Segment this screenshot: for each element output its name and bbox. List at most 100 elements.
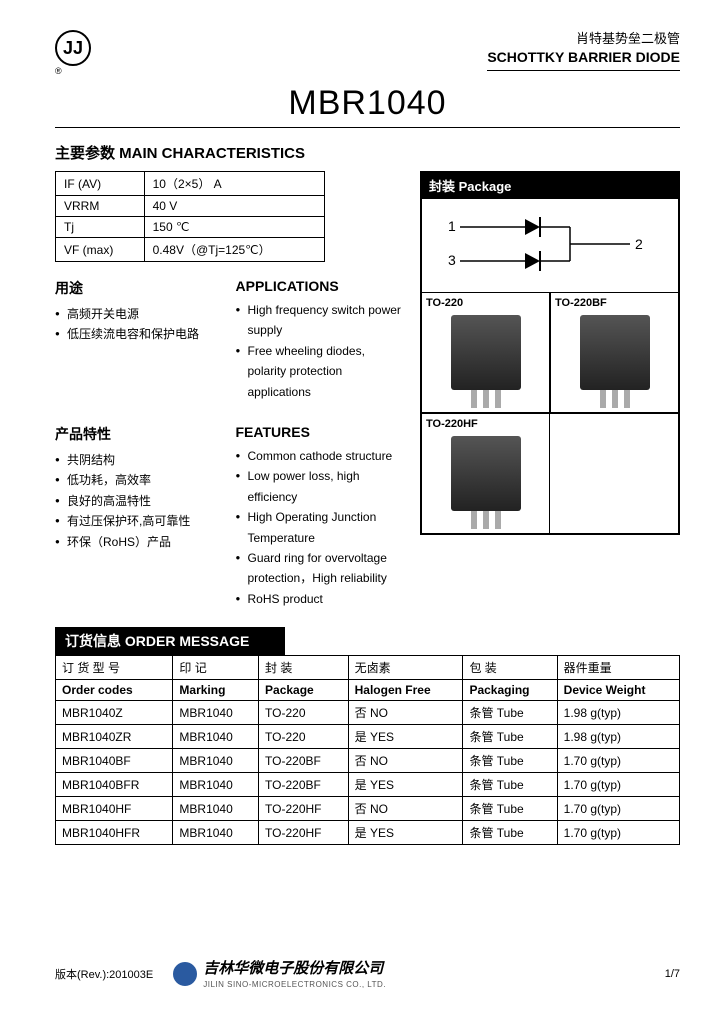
applications-en-title: APPLICATIONS: [236, 278, 403, 294]
table-cell: 1.70 g(typ): [557, 797, 679, 821]
order-header-cell: 印 记: [173, 656, 259, 680]
features-zh-title: 产品特性: [55, 424, 222, 444]
divider: [55, 127, 680, 128]
table-cell: MBR1040Z: [56, 701, 173, 725]
page-header: JJ ® 肖特基势垒二极管 SCHOTTKY BARRIER DIODE: [55, 30, 680, 76]
table-cell: TO-220HF: [259, 797, 349, 821]
list-item: 共阴结构: [55, 450, 222, 470]
table-cell: MBR1040ZR: [56, 725, 173, 749]
table-cell: 是 YES: [348, 725, 463, 749]
char-value: 150 ℃: [144, 217, 324, 238]
list-item: Free wheeling diodes, polarity protectio…: [236, 341, 403, 402]
table-cell: 否 NO: [348, 749, 463, 773]
table-cell: TO-220HF: [259, 821, 349, 845]
order-header-cell: 无卤素: [348, 656, 463, 680]
package-box: 封装 Package 1 2 3: [420, 171, 680, 535]
table-cell: MBR1040: [173, 821, 259, 845]
company-name-en: JILIN SINO-MICROELECTRONICS CO., LTD.: [203, 980, 386, 989]
order-header-cell: Marking: [173, 680, 259, 701]
table-cell: MBR1040HFR: [56, 821, 173, 845]
table-row: MBR1040HFRMBR1040TO-220HF是 YES条管 Tube1.7…: [56, 821, 680, 845]
table-cell: 条管 Tube: [463, 701, 557, 725]
package-type-label: TO-220HF: [426, 418, 545, 430]
list-item: 低功耗，高效率: [55, 470, 222, 490]
features-en-title: FEATURES: [236, 424, 403, 440]
table-cell: 否 NO: [348, 701, 463, 725]
char-value: 10（2×5） A: [144, 172, 324, 196]
component-image-icon: [451, 436, 521, 511]
table-cell: TO-220BF: [259, 773, 349, 797]
list-item: 有过压保护环,高可靠性: [55, 511, 222, 531]
table-cell: 1.98 g(typ): [557, 725, 679, 749]
table-row: MBR1040ZMBR1040TO-220否 NO条管 Tube1.98 g(t…: [56, 701, 680, 725]
list-item: High Operating Junction Temperature: [236, 507, 403, 548]
applications-en-list: High frequency switch power supply Free …: [236, 300, 403, 402]
list-item: RoHS product: [236, 589, 403, 609]
table-row: MBR1040BFRMBR1040TO-220BF是 YES条管 Tube1.7…: [56, 773, 680, 797]
table-cell: 否 NO: [348, 797, 463, 821]
table-row: MBR1040HFMBR1040TO-220HF否 NO条管 Tube1.70 …: [56, 797, 680, 821]
table-cell: MBR1040: [173, 773, 259, 797]
order-table: 订 货 型 号 印 记 封 装 无卤素 包 装 器件重量 Order codes…: [55, 655, 680, 845]
list-item: Guard ring for overvoltage protection，Hi…: [236, 548, 403, 589]
table-cell: 1.98 g(typ): [557, 701, 679, 725]
order-header-cell: 包 装: [463, 656, 557, 680]
table-cell: 1.70 g(typ): [557, 773, 679, 797]
list-item: 环保（RoHS）产品: [55, 532, 222, 552]
package-cell: TO-220HF: [421, 413, 550, 534]
char-param: VF (max): [56, 238, 145, 262]
part-number: MBR1040: [55, 84, 680, 123]
table-cell: 条管 Tube: [463, 725, 557, 749]
order-header-cell: 订 货 型 号: [56, 656, 173, 680]
table-cell: TO-220: [259, 701, 349, 725]
package-cell: TO-220: [421, 292, 550, 413]
table-cell: MBR1040: [173, 797, 259, 821]
main-characteristics-title: 主要参数 MAIN CHARACTERISTICS: [55, 142, 680, 163]
order-header-cell: Packaging: [463, 680, 557, 701]
table-cell: 是 YES: [348, 773, 463, 797]
table-cell: MBR1040: [173, 701, 259, 725]
features-zh-list: 共阴结构 低功耗，高效率 良好的高温特性 有过压保护环,高可靠性 环保（RoHS…: [55, 450, 222, 552]
table-cell: 1.70 g(typ): [557, 821, 679, 845]
table-cell: 1.70 g(typ): [557, 749, 679, 773]
diode-schematic-icon: 1 2 3: [430, 209, 650, 279]
schematic-diagram: 1 2 3: [421, 199, 679, 292]
applications-zh-list: 高频开关电源 低压续流电容和保护电路: [55, 304, 222, 345]
svg-text:3: 3: [448, 252, 456, 268]
component-image-icon: [451, 315, 521, 390]
features-en-list: Common cathode structure Low power loss,…: [236, 446, 403, 609]
char-param: VRRM: [56, 196, 145, 217]
list-item: Low power loss, high efficiency: [236, 466, 403, 507]
header-title-block: 肖特基势垒二极管 SCHOTTKY BARRIER DIODE: [487, 30, 680, 71]
logo-icon: JJ: [55, 30, 91, 66]
table-cell: TO-220BF: [259, 749, 349, 773]
header-en: SCHOTTKY BARRIER DIODE: [487, 48, 680, 71]
component-image-icon: [580, 315, 650, 390]
table-cell: 条管 Tube: [463, 821, 557, 845]
table-cell: MBR1040BF: [56, 749, 173, 773]
list-item: 低压续流电容和保护电路: [55, 324, 222, 344]
table-cell: MBR1040: [173, 725, 259, 749]
order-message-title: 订货信息 ORDER MESSAGE: [55, 627, 285, 655]
list-item: 高频开关电源: [55, 304, 222, 324]
svg-text:2: 2: [635, 236, 643, 252]
page-footer: 版本(Rev.):201003E 吉林华微电子股份有限公司 JILIN SINO…: [55, 957, 680, 990]
package-type-label: TO-220BF: [555, 297, 674, 309]
table-cell: MBR1040: [173, 749, 259, 773]
page-number: 1/7: [665, 968, 680, 980]
order-header-cell: Order codes: [56, 680, 173, 701]
char-value: 0.48V（@Tj=125℃）: [144, 238, 324, 262]
package-type-label: TO-220: [426, 297, 545, 309]
characteristics-table: IF (AV)10（2×5） A VRRM40 V Tj150 ℃ VF (ma…: [55, 171, 325, 262]
order-header-cell: 封 装: [259, 656, 349, 680]
char-param: IF (AV): [56, 172, 145, 196]
char-param: Tj: [56, 217, 145, 238]
table-cell: 条管 Tube: [463, 773, 557, 797]
package-title: 封装 Package: [421, 172, 679, 199]
table-cell: 是 YES: [348, 821, 463, 845]
table-cell: TO-220: [259, 725, 349, 749]
table-row: MBR1040ZRMBR1040TO-220是 YES条管 Tube1.98 g…: [56, 725, 680, 749]
package-cell: TO-220BF: [550, 292, 679, 413]
table-row: MBR1040BFMBR1040TO-220BF否 NO条管 Tube1.70 …: [56, 749, 680, 773]
order-header-cell: Halogen Free: [348, 680, 463, 701]
